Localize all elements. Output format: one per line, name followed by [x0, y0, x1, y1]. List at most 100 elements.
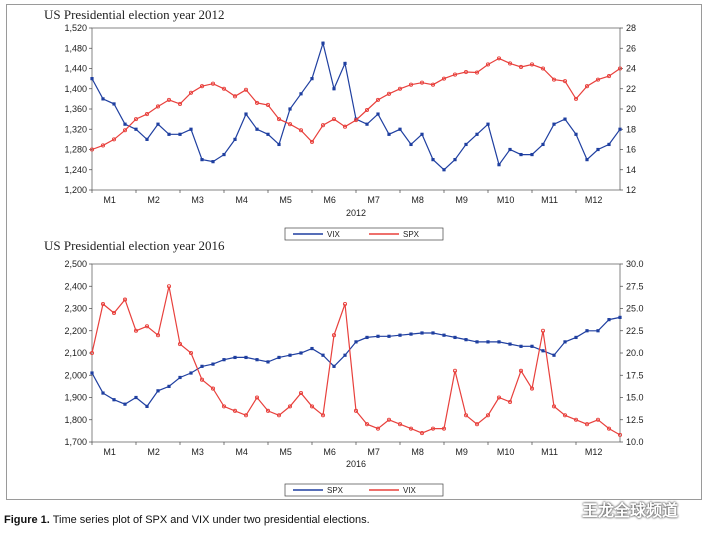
chart-1: US Presidential election year 2016 1,700 1…	[44, 238, 644, 497]
data-point-spx	[552, 353, 556, 357]
data-point-spx	[277, 355, 281, 360]
data-point-spx	[584, 84, 590, 89]
data-point-vix	[188, 350, 194, 356]
data-point-vix	[353, 408, 359, 413]
data-point-spx	[617, 66, 623, 71]
data-point-vix	[507, 399, 513, 405]
caption-text: Time series plot of SPX and VIX under tw…	[52, 514, 370, 526]
data-point-spx	[375, 97, 381, 102]
data-point-spx	[332, 364, 336, 368]
data-point-spx	[320, 123, 326, 128]
series-line-spx	[91, 57, 621, 151]
data-point-vix	[254, 395, 260, 400]
data-point-spx	[519, 344, 523, 348]
data-point-spx	[398, 333, 402, 337]
data-point-vix	[419, 431, 425, 436]
left-tick-label: 1,240	[64, 165, 87, 175]
data-point-vix	[541, 142, 545, 147]
left-tick-label: 2,100	[64, 348, 87, 358]
x-tick-label: M11	[541, 195, 558, 205]
data-point-spx	[177, 101, 183, 106]
left-tick-label: 1,360	[64, 104, 87, 114]
data-point-vix	[397, 422, 403, 427]
data-point-spx	[364, 107, 370, 113]
data-point-spx	[486, 340, 490, 344]
data-point-spx	[563, 340, 567, 344]
data-point-spx	[562, 79, 568, 84]
data-point-spx	[574, 335, 578, 340]
data-point-spx	[265, 102, 271, 107]
data-point-vix	[244, 112, 248, 116]
data-point-spx	[464, 338, 468, 342]
data-point-spx	[463, 69, 469, 75]
data-point-vix	[199, 377, 205, 382]
data-point-spx	[397, 86, 403, 91]
plot-area	[91, 27, 621, 191]
data-point-spx	[596, 329, 600, 333]
data-point-spx	[607, 318, 611, 322]
data-point-spx	[343, 353, 347, 357]
data-point-spx	[387, 334, 391, 338]
data-point-spx	[310, 346, 314, 351]
data-point-spx	[101, 391, 105, 395]
data-point-spx	[222, 358, 226, 362]
data-point-spx	[178, 375, 182, 380]
watermark-text: 王龙全球频道	[581, 501, 678, 520]
data-point-spx	[90, 371, 94, 375]
right-tick-label: 17.5	[626, 370, 644, 380]
wechat-logo-icon	[558, 500, 576, 518]
x-tick-label: M1	[103, 195, 116, 205]
left-tick-label: 2,300	[64, 304, 87, 314]
data-point-vix	[167, 132, 171, 136]
data-point-vix	[354, 117, 358, 121]
data-point-spx	[145, 404, 149, 408]
data-point-vix	[90, 77, 94, 81]
data-point-vix	[618, 127, 622, 131]
data-point-vix	[463, 413, 469, 418]
data-point-spx	[232, 94, 238, 99]
right-tick-label: 24	[626, 64, 636, 74]
figure-frame	[6, 4, 702, 500]
data-point-spx	[354, 340, 358, 344]
data-point-spx	[200, 364, 204, 368]
x-tick-label: M10	[497, 447, 515, 457]
data-point-vix	[552, 122, 556, 126]
data-point-vix	[595, 417, 601, 422]
data-point-spx	[420, 331, 424, 335]
data-point-vix	[386, 417, 392, 422]
data-point-spx	[166, 97, 172, 102]
data-point-spx	[112, 398, 116, 402]
x-tick-label: M8	[411, 195, 424, 205]
left-tick-label: 1,440	[64, 64, 87, 74]
data-point-spx	[452, 72, 458, 77]
x-axis-label: 2016	[346, 459, 366, 469]
legend-label: SPX	[327, 486, 344, 495]
data-point-vix	[485, 413, 491, 418]
legend-box	[284, 227, 444, 241]
x-tick-label: M6	[323, 447, 336, 457]
chart-title: US Presidential election year 2016	[44, 238, 225, 253]
data-point-vix	[519, 152, 523, 157]
data-point-vix	[232, 408, 238, 413]
data-point-vix	[364, 422, 370, 427]
right-tick-label: 10.0	[626, 437, 644, 447]
right-tick-label: 25.0	[626, 304, 644, 314]
x-tick-label: M9	[455, 447, 468, 457]
data-point-spx	[442, 333, 446, 337]
data-point-spx	[409, 332, 413, 336]
data-point-spx	[123, 402, 127, 406]
data-point-vix	[331, 333, 337, 338]
chart-title: US Presidential election year 2012	[44, 7, 225, 22]
data-point-vix	[342, 301, 348, 307]
data-point-vix	[607, 142, 611, 147]
data-point-vix	[441, 426, 447, 431]
data-point-vix	[133, 328, 139, 333]
x-tick-label: M11	[541, 447, 558, 457]
data-point-spx	[540, 66, 546, 71]
x-tick-label: M4	[235, 195, 248, 205]
data-point-vix	[265, 408, 271, 413]
x-tick-label: M12	[585, 447, 603, 457]
data-point-spx	[199, 84, 205, 89]
data-point-spx	[156, 389, 160, 393]
right-tick-label: 20.0	[626, 348, 644, 358]
